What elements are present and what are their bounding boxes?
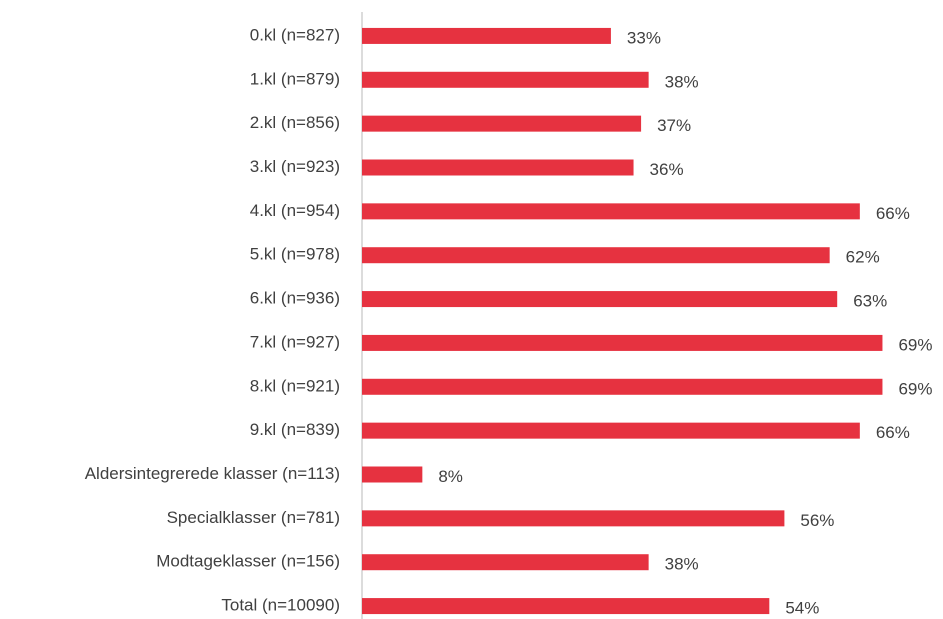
y-tick-label: 9.kl (n=839): [250, 420, 340, 439]
bar: [362, 510, 785, 527]
y-tick-label: 1.kl (n=879): [250, 69, 340, 88]
value-label: 66%: [876, 204, 910, 223]
value-label: 66%: [876, 423, 910, 442]
bar: [362, 71, 649, 88]
value-label: 38%: [665, 555, 699, 574]
y-tick-label: 5.kl (n=978): [250, 245, 340, 264]
y-tick-label: 2.kl (n=856): [250, 113, 340, 132]
value-label: 62%: [846, 248, 880, 267]
bar: [362, 203, 860, 220]
y-tick-label: 7.kl (n=927): [250, 332, 340, 351]
value-label: 38%: [665, 72, 699, 91]
value-label: 33%: [627, 28, 661, 47]
bar: [362, 598, 770, 615]
bar: [362, 466, 423, 483]
y-tick-label: Aldersintegrerede klasser (n=113): [85, 464, 340, 483]
y-tick-label: 6.kl (n=936): [250, 289, 340, 308]
value-label: 36%: [650, 160, 684, 179]
bar: [362, 291, 838, 308]
y-tick-label: 8.kl (n=921): [250, 376, 340, 395]
value-label: 56%: [800, 511, 834, 530]
y-tick-label: 3.kl (n=923): [250, 157, 340, 176]
value-label: 69%: [898, 379, 932, 398]
bar: [362, 27, 611, 44]
y-tick-label: Modtageklasser (n=156): [156, 552, 340, 571]
value-label: 8%: [438, 467, 463, 486]
bar: [362, 334, 883, 351]
bar: [362, 422, 860, 439]
value-label: 63%: [853, 292, 887, 311]
bar: [362, 554, 649, 571]
bar: [362, 247, 830, 264]
y-tick-label: 0.kl (n=827): [250, 25, 340, 44]
y-tick-label: Specialklasser (n=781): [167, 508, 340, 527]
value-label: 37%: [657, 116, 691, 135]
value-label: 69%: [898, 335, 932, 354]
y-tick-label: Total (n=10090): [221, 596, 340, 615]
y-tick-label: 4.kl (n=954): [250, 201, 340, 220]
bar: [362, 378, 883, 395]
bar: [362, 159, 634, 176]
bar: [362, 115, 642, 132]
value-label: 54%: [785, 599, 819, 618]
